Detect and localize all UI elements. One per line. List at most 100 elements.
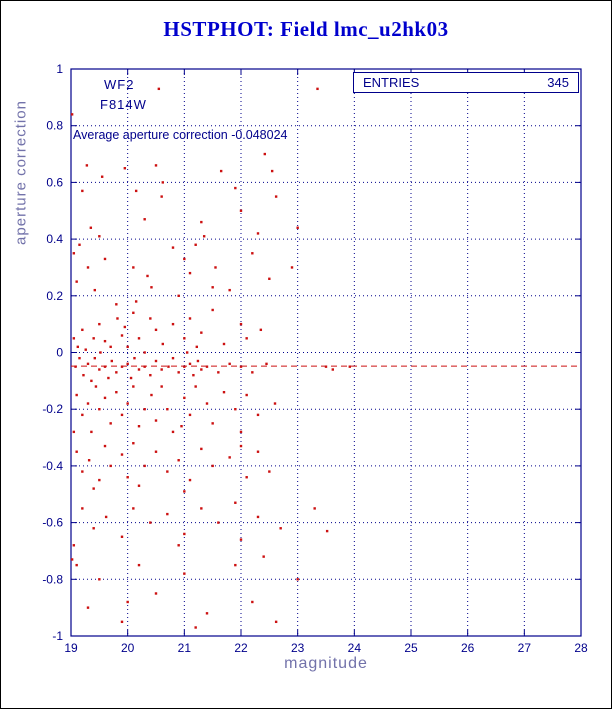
scatter-point bbox=[251, 600, 254, 604]
scatter-point bbox=[228, 288, 231, 292]
scatter-point bbox=[99, 351, 102, 354]
scatter-point bbox=[115, 390, 118, 394]
scatter-point bbox=[98, 235, 101, 238]
scatter-point bbox=[98, 478, 101, 482]
scatter-point bbox=[188, 362, 192, 366]
scatter-point bbox=[160, 195, 163, 198]
scatter-point bbox=[239, 430, 243, 434]
y-axis-label: aperture correction bbox=[12, 100, 30, 245]
scatter-point bbox=[180, 425, 183, 428]
y-tick-label: -0.2 bbox=[42, 402, 63, 416]
scatter-point bbox=[84, 348, 87, 351]
scatter-point bbox=[256, 232, 260, 235]
scatter-point bbox=[81, 413, 84, 417]
scatter-point bbox=[109, 345, 112, 349]
scatter-point bbox=[86, 606, 90, 609]
scatter-point bbox=[90, 430, 93, 434]
y-tick-label: 0.8 bbox=[46, 119, 63, 133]
scatter-point bbox=[194, 385, 197, 388]
scatter-point bbox=[137, 425, 141, 428]
scatter-point bbox=[279, 527, 282, 530]
scatter-point bbox=[188, 478, 192, 482]
scatter-point bbox=[146, 274, 149, 278]
scatter-point bbox=[256, 515, 260, 519]
filter-label: F814W bbox=[100, 97, 147, 112]
scatter-point bbox=[188, 413, 192, 417]
scatter-point bbox=[239, 444, 243, 448]
scatter-point bbox=[132, 385, 135, 388]
scatter-point bbox=[296, 226, 299, 229]
scatter-point bbox=[205, 612, 209, 615]
scatter-point bbox=[195, 345, 198, 349]
scatter-point bbox=[192, 373, 195, 377]
scatter-point bbox=[245, 337, 248, 340]
y-tick-label: -0.6 bbox=[42, 516, 63, 530]
scatter-point bbox=[103, 257, 107, 261]
scatter-point bbox=[348, 365, 351, 368]
scatter-point bbox=[129, 376, 133, 380]
y-tick-label: 0 bbox=[56, 346, 63, 360]
scatter-point bbox=[92, 487, 95, 490]
scatter-point bbox=[72, 252, 76, 255]
scatter-point bbox=[325, 529, 329, 533]
scatter-point bbox=[222, 390, 226, 394]
scatter-point bbox=[75, 563, 78, 567]
entries-box: ENTRIES 345 bbox=[353, 72, 579, 93]
entries-value: 345 bbox=[547, 75, 569, 90]
scatter-point bbox=[70, 113, 74, 116]
x-tick-label: 28 bbox=[574, 641, 588, 655]
scatter-point bbox=[171, 430, 175, 434]
scatter-point bbox=[107, 376, 110, 380]
scatter-point bbox=[86, 362, 90, 366]
scatter-point bbox=[245, 393, 248, 397]
scatter-point bbox=[234, 186, 237, 190]
scatter-point bbox=[183, 257, 186, 261]
scatter-point bbox=[72, 544, 76, 547]
scatter-point bbox=[256, 413, 260, 417]
scatter-point bbox=[154, 592, 158, 595]
scatter-point bbox=[143, 365, 146, 368]
scatter-point bbox=[137, 337, 141, 340]
scatter-point bbox=[92, 337, 95, 340]
camera-label: WF2 bbox=[104, 77, 135, 92]
scatter-point bbox=[150, 286, 153, 289]
scatter-point bbox=[154, 328, 158, 332]
scatter-point bbox=[103, 396, 107, 400]
scatter-point bbox=[270, 169, 274, 173]
scatter-point bbox=[120, 365, 124, 368]
scatter-point bbox=[132, 266, 135, 269]
scatter-point bbox=[316, 87, 319, 91]
scatter-point bbox=[85, 164, 89, 167]
scatter-point bbox=[82, 373, 85, 377]
scatter-point bbox=[183, 490, 186, 493]
scatter-point bbox=[109, 422, 112, 425]
scatter-point bbox=[166, 512, 169, 516]
scatter-point bbox=[211, 308, 214, 312]
scatter-point bbox=[160, 385, 163, 388]
scatter-point bbox=[93, 288, 96, 292]
scatter-point bbox=[72, 337, 76, 340]
scatter-point bbox=[171, 356, 175, 360]
scatter-point bbox=[154, 164, 158, 167]
scatter-point bbox=[75, 450, 78, 453]
scatter-point bbox=[134, 300, 138, 303]
scatter-point bbox=[211, 422, 214, 425]
scatter-point bbox=[78, 356, 81, 360]
y-tick-label: 0.4 bbox=[46, 232, 63, 246]
scatter-point bbox=[177, 371, 180, 374]
y-tick-label: -0.4 bbox=[42, 459, 63, 473]
scatter-point bbox=[222, 342, 226, 346]
scatter-point bbox=[161, 181, 164, 184]
scatter-point bbox=[120, 413, 124, 417]
scatter-point bbox=[211, 464, 214, 468]
scatter-point bbox=[274, 195, 278, 198]
y-tick-label: -0.8 bbox=[42, 572, 63, 586]
scatter-point bbox=[154, 450, 158, 453]
scatter-point bbox=[72, 430, 76, 434]
scatter-point bbox=[98, 368, 101, 371]
scatter-point bbox=[89, 226, 93, 229]
scatter-point bbox=[166, 408, 169, 411]
scatter-point bbox=[214, 266, 217, 269]
x-tick-label: 27 bbox=[518, 641, 532, 655]
x-tick-label: 24 bbox=[348, 641, 362, 655]
